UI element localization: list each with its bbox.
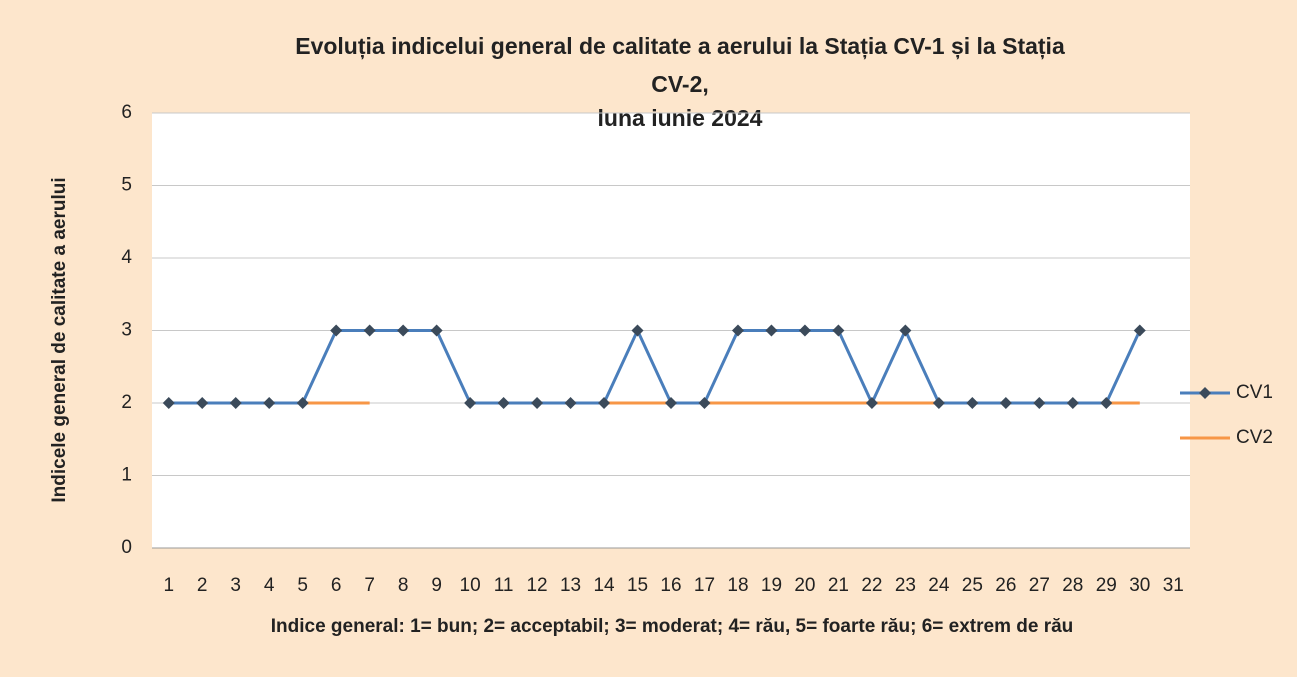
data-point: [832, 324, 845, 337]
legend-marker: [1199, 387, 1211, 399]
data-point: [698, 397, 711, 409]
data-point: [397, 324, 410, 337]
data-point: [531, 397, 544, 409]
x-tick-label: 5: [297, 575, 308, 596]
y-tick-label: 0: [121, 537, 132, 558]
x-tick-label: 16: [660, 575, 681, 596]
x-tick-label: 27: [1029, 575, 1050, 596]
x-tick-label: 13: [560, 575, 581, 596]
y-tick-label: 3: [121, 320, 132, 341]
data-point: [1066, 397, 1079, 409]
x-tick-label: 26: [995, 575, 1016, 596]
data-point: [196, 397, 209, 409]
data-point: [464, 397, 477, 409]
x-tick-label: 14: [593, 575, 615, 596]
x-tick-label: 19: [761, 575, 782, 596]
data-point: [798, 324, 811, 337]
x-axis-label: Indice general: 1= bun; 2= acceptabil; 3…: [271, 616, 1074, 637]
x-tick-label: 17: [694, 575, 715, 596]
x-tick-label: 28: [1062, 575, 1083, 596]
y-tick-label: 4: [121, 247, 132, 268]
x-tick-label: 22: [861, 575, 882, 596]
x-tick-label: 6: [331, 575, 342, 596]
data-point: [665, 397, 677, 409]
data-point: [932, 397, 945, 409]
data-point: [330, 324, 343, 337]
data-point: [765, 324, 778, 337]
x-tick-label: 8: [398, 575, 409, 596]
data-point: [162, 397, 175, 409]
data-point: [363, 324, 376, 337]
x-tick-label: 18: [727, 575, 748, 596]
x-tick-label: 4: [264, 575, 275, 596]
x-tick-label: 31: [1163, 575, 1184, 596]
x-tick-label: 1: [163, 575, 174, 596]
x-tick-label: 24: [928, 575, 950, 596]
x-tick-label: 12: [526, 575, 547, 596]
x-tick-label: 11: [494, 575, 514, 596]
data-point: [631, 324, 644, 337]
chart-title: Evoluția indicelui general de calitate a…: [295, 33, 1065, 60]
data-point: [731, 324, 744, 337]
x-tick-label: 3: [230, 575, 241, 596]
data-point: [1100, 397, 1113, 409]
data-point: [598, 397, 611, 409]
y-tick-label: 6: [121, 102, 132, 123]
y-tick-label: 5: [121, 175, 132, 196]
legend-label: CV1: [1236, 382, 1273, 403]
data-point: [296, 397, 309, 409]
data-point: [263, 397, 276, 409]
y-axis-label: Indicele general de calitate a aerului: [49, 177, 70, 502]
x-tick-label: 10: [460, 575, 481, 596]
x-tick-label: 7: [364, 575, 375, 596]
data-point: [966, 397, 979, 409]
data-point: [999, 397, 1012, 409]
data-point: [1133, 324, 1146, 337]
chart-title: luna iunie 2024: [598, 105, 763, 131]
x-tick-label: 9: [431, 575, 442, 596]
y-tick-label: 2: [121, 392, 132, 413]
chart-title: CV-2,: [651, 71, 709, 97]
x-tick-label: 25: [962, 575, 983, 596]
data-point: [430, 324, 443, 337]
x-tick-label: 15: [627, 575, 648, 596]
y-tick-label: 1: [121, 465, 132, 486]
x-tick-label: 20: [794, 575, 815, 596]
x-tick-label: 2: [197, 575, 208, 596]
x-tick-label: 30: [1129, 575, 1150, 596]
x-tick-label: 23: [895, 575, 916, 596]
data-point: [497, 397, 510, 409]
data-point: [1033, 397, 1046, 409]
data-point: [865, 397, 878, 409]
data-point: [564, 397, 577, 409]
x-tick-label: 29: [1096, 575, 1117, 596]
x-tick-label: 21: [828, 575, 849, 596]
legend-label: CV2: [1236, 427, 1273, 448]
data-point: [899, 324, 912, 337]
data-point: [229, 397, 242, 409]
